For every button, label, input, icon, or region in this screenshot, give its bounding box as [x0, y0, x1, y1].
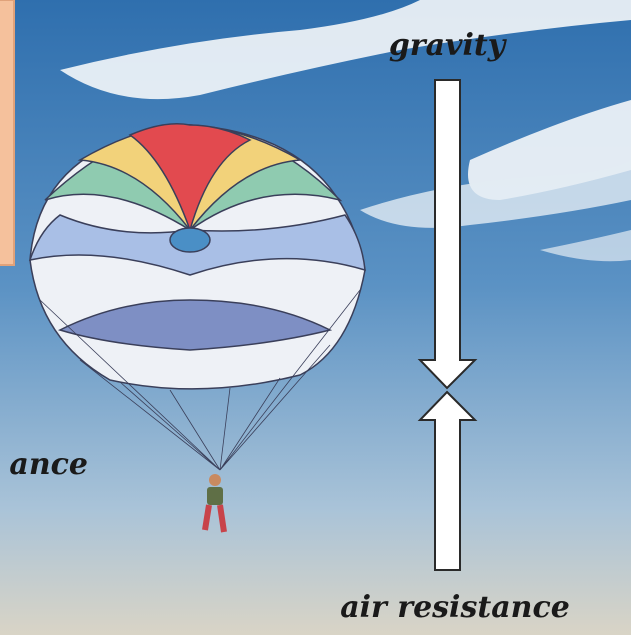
cut-off-label: ance: [9, 447, 88, 482]
gravity-label: gravity: [389, 28, 508, 63]
slide: gravity air resistance ance: [0, 0, 631, 635]
side-panel: [0, 0, 14, 265]
page: gravity air resistance ance (() => { con…: [0, 0, 631, 635]
air-resistance-label: air resistance: [340, 590, 570, 625]
